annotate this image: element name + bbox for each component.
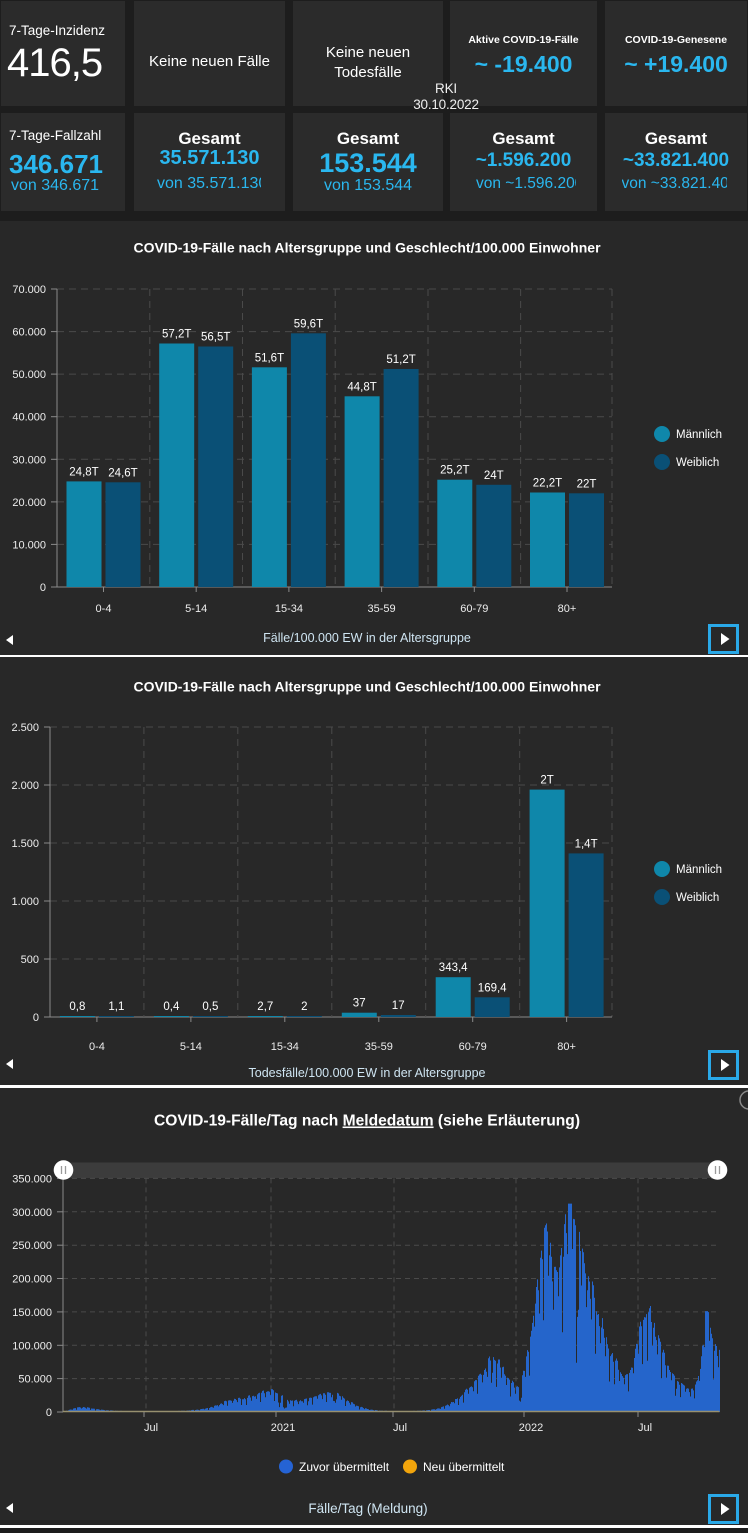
svg-text:15-34: 15-34 (275, 603, 303, 615)
svg-text:Neu übermittelt: Neu übermittelt (423, 1460, 505, 1474)
svg-text:24,6T: 24,6T (108, 467, 137, 479)
svg-text:2,7: 2,7 (257, 1001, 273, 1013)
svg-text:0: 0 (33, 1012, 39, 1024)
svg-text:350.000: 350.000 (12, 1173, 52, 1185)
svg-text:5-14: 5-14 (180, 1041, 202, 1053)
svg-text:2T: 2T (540, 775, 553, 787)
svg-text:50.000: 50.000 (12, 369, 46, 381)
svg-text:343,4: 343,4 (439, 962, 468, 974)
svg-text:15-34: 15-34 (271, 1041, 299, 1053)
svg-text:150.000: 150.000 (12, 1307, 52, 1319)
svg-text:60-79: 60-79 (460, 603, 488, 615)
svg-text:70.000: 70.000 (12, 284, 46, 296)
svg-text:Zuvor übermittelt: Zuvor übermittelt (299, 1460, 390, 1474)
svg-text:22,2T: 22,2T (533, 478, 562, 490)
svg-text:Weiblich: Weiblich (676, 892, 719, 904)
svg-text:0,8: 0,8 (69, 1001, 85, 1013)
svg-text:169,4: 169,4 (478, 982, 507, 994)
svg-text:35-59: 35-59 (365, 1041, 393, 1053)
svg-text:1,4T: 1,4T (575, 838, 598, 850)
svg-text:2022: 2022 (519, 1422, 543, 1434)
svg-text:1,1: 1,1 (108, 1001, 124, 1013)
svg-text:Männlich: Männlich (676, 864, 722, 876)
svg-text:0-4: 0-4 (89, 1041, 105, 1053)
svg-text:20.000: 20.000 (12, 497, 46, 509)
svg-text:40.000: 40.000 (12, 412, 46, 424)
svg-text:200.000: 200.000 (12, 1274, 52, 1286)
svg-text:Jul: Jul (638, 1422, 652, 1434)
svg-text:25,2T: 25,2T (440, 465, 469, 477)
svg-text:44,8T: 44,8T (347, 381, 376, 393)
svg-text:5-14: 5-14 (185, 603, 207, 615)
svg-text:37: 37 (353, 998, 366, 1010)
svg-text:22T: 22T (577, 478, 597, 490)
svg-text:80+: 80+ (557, 1041, 576, 1053)
svg-text:24,8T: 24,8T (69, 466, 98, 478)
svg-text:250.000: 250.000 (12, 1240, 52, 1252)
svg-text:2.500: 2.500 (11, 722, 39, 734)
svg-text:80+: 80+ (558, 603, 577, 615)
svg-text:51,6T: 51,6T (255, 352, 284, 364)
svg-text:0-4: 0-4 (96, 603, 112, 615)
svg-text:35-59: 35-59 (368, 603, 396, 615)
svg-text:60-79: 60-79 (459, 1041, 487, 1053)
svg-text:57,2T: 57,2T (162, 329, 191, 341)
svg-text:56,5T: 56,5T (201, 332, 230, 344)
svg-text:Fälle/Tag (Meldung): Fälle/Tag (Meldung) (308, 1501, 427, 1516)
svg-text:50.000: 50.000 (18, 1374, 52, 1386)
svg-text:500: 500 (21, 954, 39, 966)
svg-text:Jul: Jul (144, 1422, 158, 1434)
svg-text:100.000: 100.000 (12, 1340, 52, 1352)
svg-text:2021: 2021 (271, 1422, 295, 1434)
svg-text:17: 17 (392, 1000, 405, 1012)
svg-text:2.000: 2.000 (11, 780, 39, 792)
svg-text:60.000: 60.000 (12, 327, 46, 339)
svg-text:Weiblich: Weiblich (676, 457, 719, 469)
svg-text:300.000: 300.000 (12, 1207, 52, 1219)
svg-text:0,4: 0,4 (163, 1001, 180, 1013)
svg-text:Todesfälle/100.000 EW in der A: Todesfälle/100.000 EW in der Altersgrupp… (249, 1066, 486, 1080)
svg-text:Jul: Jul (393, 1422, 407, 1434)
svg-text:1.500: 1.500 (11, 838, 39, 850)
svg-text:59,6T: 59,6T (294, 318, 323, 330)
svg-text:Fälle/100.000 EW in der Alters: Fälle/100.000 EW in der Altersgruppe (263, 631, 471, 645)
svg-text:30.000: 30.000 (12, 454, 46, 466)
svg-text:COVID-19-Fälle nach Altersgrup: COVID-19-Fälle nach Altersgruppe und Ges… (133, 679, 601, 695)
svg-text:1.000: 1.000 (11, 896, 39, 908)
svg-text:0: 0 (40, 582, 46, 594)
svg-text:COVID-19-Fälle nach Altersgrup: COVID-19-Fälle nach Altersgruppe und Ges… (133, 240, 601, 256)
svg-text:COVID-19-Fälle/Tag nach Melded: COVID-19-Fälle/Tag nach Meldedatum (sieh… (154, 1113, 580, 1130)
svg-text:10.000: 10.000 (12, 539, 46, 551)
svg-text:Männlich: Männlich (676, 429, 722, 441)
svg-text:24T: 24T (484, 470, 504, 482)
svg-text:2: 2 (301, 1001, 307, 1013)
svg-text:0: 0 (46, 1407, 52, 1419)
svg-text:51,2T: 51,2T (386, 354, 415, 366)
svg-text:0,5: 0,5 (202, 1001, 218, 1013)
